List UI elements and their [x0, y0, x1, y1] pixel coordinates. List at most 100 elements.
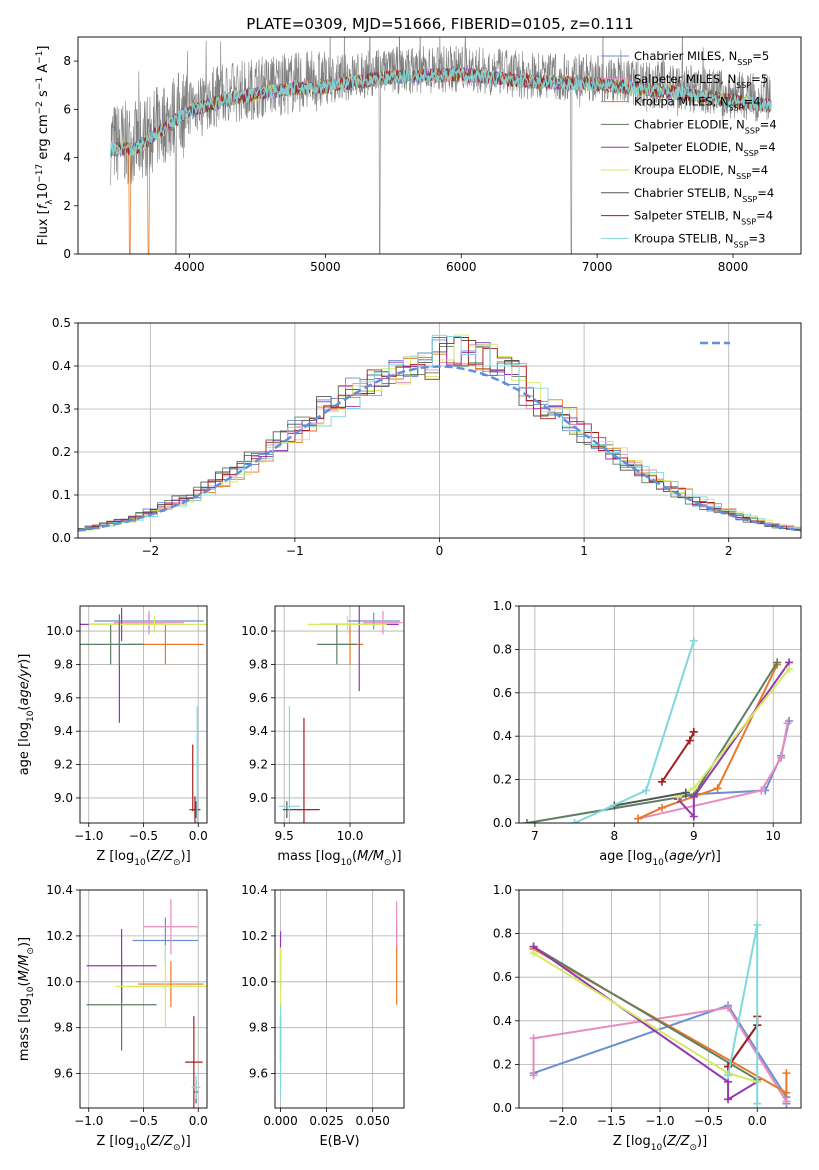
error-bar — [194, 706, 200, 823]
x-tick-label: 9.5 — [275, 829, 294, 843]
mass-weight-point — [753, 920, 762, 929]
x-tick-label: 10 — [766, 829, 781, 843]
x-tick-label: 10.0 — [337, 829, 364, 843]
y-tick-label: 0.4 — [52, 359, 71, 373]
x-tick-label: 0.0 — [748, 1114, 767, 1128]
mass-weight-point — [782, 1097, 791, 1106]
mass-weight-point — [657, 777, 666, 786]
x-tick-label: 1 — [580, 544, 588, 558]
x-tick-label: 0.050 — [355, 1114, 389, 1128]
mass-weight-point — [724, 1003, 733, 1012]
y-tick-label: 9.6 — [249, 691, 268, 705]
mass-weight-point — [657, 803, 666, 812]
y-tick-label: 9.0 — [54, 791, 73, 805]
y-tick-label: 0.5 — [52, 316, 71, 330]
mass-weight-point — [783, 719, 792, 728]
y-tick-label: 10.0 — [241, 975, 268, 989]
y-tick-label: 0.0 — [52, 531, 71, 545]
x-tick-label: 9 — [690, 829, 698, 843]
mass-weight-point — [689, 784, 698, 793]
legend-label: Kroupa ELODIE, NSSP=4 — [634, 163, 768, 181]
y-tick-label: 10.0 — [241, 624, 268, 638]
plot-area — [78, 334, 801, 533]
mass-weight-point — [724, 1095, 733, 1104]
x-tick-label: −1.0 — [74, 829, 103, 843]
y-tick-label: 8 — [63, 54, 71, 68]
x-tick-label: −0.5 — [129, 1114, 158, 1128]
mass-weight-line — [533, 945, 758, 1081]
x-tick-label: 0.0 — [189, 1114, 208, 1128]
x-tick-label: 4000 — [174, 260, 205, 274]
x-tick-label: 8 — [611, 829, 619, 843]
mass-weight-point — [757, 786, 766, 795]
x-tick-label: 2 — [725, 544, 733, 558]
mass-weight-point — [685, 736, 694, 745]
mass-weight-point — [681, 788, 690, 797]
mass-weight-point — [753, 1099, 762, 1108]
x-tick-label: −1 — [286, 544, 304, 558]
legend-label: Chabrier ELODIE, NSSP=4 — [634, 117, 777, 135]
age-vs-mass-panel: 9.5 10.0 9.0 9.2 9.4 9.6 9.8 10.0 mass [log10(M/… — [241, 605, 405, 868]
x-axis-label: age [log10(age/yr)] — [599, 849, 721, 868]
legend-label: Kroupa MILES, NSSP=4 — [634, 95, 761, 113]
x-tick-label: −2.0 — [548, 1114, 577, 1128]
x-tick-label: −1.0 — [645, 1114, 674, 1128]
error-bar — [80, 624, 144, 665]
mass-weight-point — [785, 664, 794, 673]
plot-area — [86, 899, 207, 1108]
plot-area — [529, 920, 791, 1108]
axes-frame — [274, 605, 405, 824]
x-axis-label: Z [log10(Z/Z⊙)] — [96, 849, 190, 868]
legend-label: Salpeter ELODIE, NSSP=4 — [634, 140, 776, 158]
mass-weight-point — [724, 1071, 733, 1080]
x-tick-label: 0.0 — [189, 829, 208, 843]
y-tick-label: 0.2 — [493, 773, 512, 787]
y-tick-label: 0.2 — [493, 1057, 512, 1071]
mass-weight-point — [782, 1088, 791, 1097]
mass-weight-point — [570, 819, 579, 823]
mass-vs-metallicity-panel: −1.0 −0.5 0.0 9.6 9.8 10.0 10.2 10.4 Z [log10(Z/… — [17, 883, 208, 1153]
mass-weight-vs-age-panel: 7 8 9 10 0.0 0.2 0.4 0.6 0.8 1.0 age [log10(age/yr… — [493, 599, 802, 868]
error-bar — [278, 706, 301, 823]
error-bar — [288, 717, 320, 823]
mass-weight-point — [689, 636, 698, 645]
axes-frame — [518, 889, 802, 1109]
y-tick-label: 0 — [63, 247, 71, 261]
y-tick-label: 9.8 — [249, 1021, 268, 1035]
x-axis-label: E(B-V) — [319, 1134, 359, 1149]
mass-weight-point — [634, 814, 643, 823]
x-tick-label: 0.025 — [309, 1114, 343, 1128]
y-tick-label: 0.3 — [52, 402, 71, 416]
mass-weight-point — [773, 658, 782, 667]
x-axis-label: Z [log10(Z/Z⊙)] — [613, 1134, 707, 1153]
x-tick-label: 0.000 — [263, 1114, 297, 1128]
y-tick-label: 10.4 — [46, 883, 73, 897]
error-bar — [86, 929, 157, 1003]
error-bar — [116, 945, 207, 1028]
residual-histogram — [78, 345, 801, 533]
x-axis-label: Z [log10(Z/Z⊙)] — [96, 1134, 190, 1153]
y-tick-label: 9.4 — [249, 724, 268, 738]
y-tick-label: 0.8 — [493, 927, 512, 941]
y-tick-label: 0.4 — [493, 1014, 512, 1028]
y-tick-label: 0.0 — [493, 816, 512, 830]
mass-weight-point — [689, 727, 698, 736]
error-bar — [185, 1016, 203, 1108]
mass-weight-point — [777, 753, 786, 762]
y-tick-label: 0.4 — [493, 729, 512, 743]
age-vs-metallicity-panel: −1.0 −0.5 0.0 9.0 9.2 9.4 9.6 9.8 10.0 Z [log10(Z… — [17, 605, 208, 868]
legend-label: Chabrier MILES, NSSP=5 — [634, 49, 769, 67]
y-tick-label: 9.2 — [249, 758, 268, 772]
y-tick-label: 1.0 — [493, 883, 512, 897]
x-tick-label: −0.5 — [694, 1114, 723, 1128]
y-axis-label: age [log10(age/yr)] — [17, 654, 36, 776]
x-tick-label: 7 — [531, 829, 539, 843]
mass-weight-point — [529, 949, 538, 958]
mass-weight-point — [713, 784, 722, 793]
mass-weight-line — [727, 1016, 759, 1068]
legend-label: Chabrier STELIB, NSSP=4 — [634, 186, 774, 204]
axes-frame — [274, 889, 405, 1109]
x-tick-label: 5000 — [310, 260, 341, 274]
x-tick-label: 0 — [436, 544, 444, 558]
